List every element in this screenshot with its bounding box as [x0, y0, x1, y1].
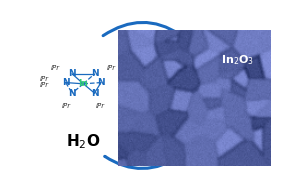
Text: iPr: iPr — [40, 76, 49, 82]
Text: iPr: iPr — [118, 76, 127, 82]
Text: iPr: iPr — [96, 103, 105, 109]
Text: iPr: iPr — [118, 82, 127, 88]
FancyArrowPatch shape — [105, 155, 182, 169]
Text: iPr: iPr — [40, 82, 49, 88]
Text: N: N — [91, 89, 98, 98]
Text: iPr: iPr — [51, 65, 60, 71]
Text: H$_2$O: H$_2$O — [66, 133, 101, 151]
Text: N: N — [68, 69, 76, 78]
Text: iPr: iPr — [107, 65, 116, 71]
Text: N: N — [91, 69, 98, 78]
Text: In$_2$O$_3$: In$_2$O$_3$ — [221, 53, 254, 67]
Text: N: N — [62, 78, 69, 87]
Text: N: N — [68, 89, 76, 98]
FancyArrowPatch shape — [103, 22, 180, 36]
Text: In: In — [78, 79, 88, 88]
Text: iPr: iPr — [62, 103, 71, 109]
Text: N: N — [97, 78, 105, 87]
